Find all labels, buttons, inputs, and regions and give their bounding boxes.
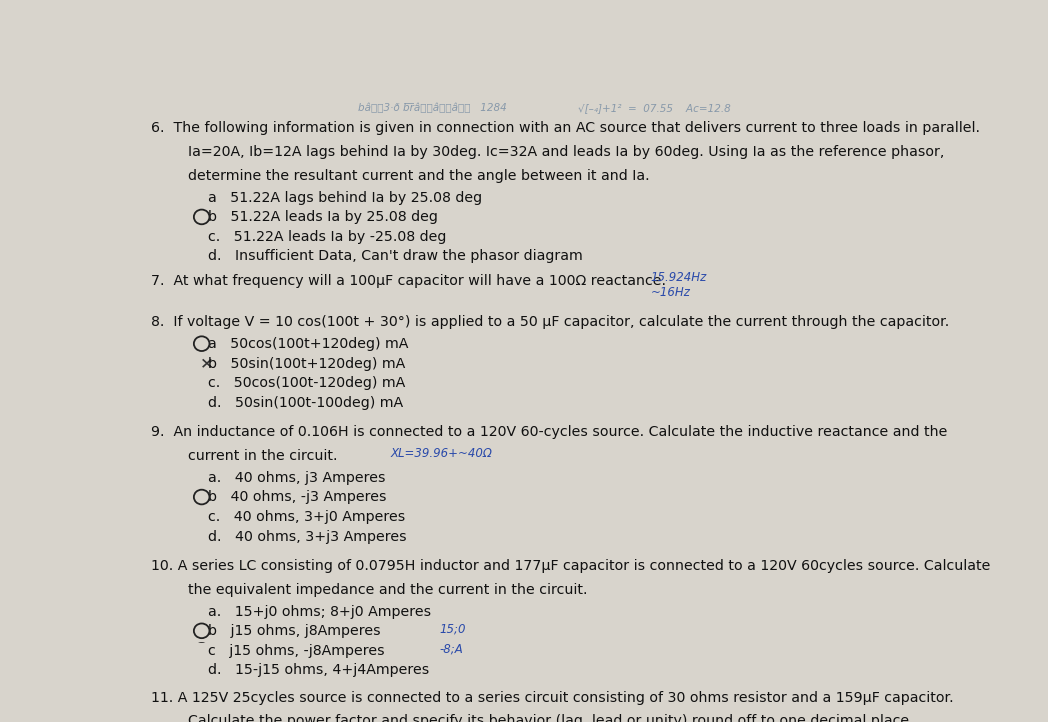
Text: Calculate the power factor and specify its behavior (lag, lead or unity) round o: Calculate the power factor and specify i… (188, 714, 909, 722)
Text: Ia=20A, Ib=12A lags behind Ia by 30deg. Ic=32A and leads Ia by 60deg. Using Ia a: Ia=20A, Ib=12A lags behind Ia by 30deg. … (188, 145, 944, 160)
Text: d.   Insufficient Data, Can't draw the phasor diagram: d. Insufficient Data, Can't draw the pha… (209, 249, 583, 264)
Text: b   51.22A leads Ia by 25.08 deg: b 51.22A leads Ia by 25.08 deg (209, 210, 438, 225)
Text: a.   40 ohms, j3 Amperes: a. 40 ohms, j3 Amperes (209, 471, 386, 484)
Text: a   50cos(100t+120deg) mA: a 50cos(100t+120deg) mA (209, 337, 409, 351)
Text: 8.  If voltage V = 10 cos(100t + 30°) is applied to a 50 μF capacitor, calculate: 8. If voltage V = 10 cos(100t + 30°) is … (151, 315, 949, 329)
Text: d.   15-j15 ohms, 4+j4Amperes: d. 15-j15 ohms, 4+j4Amperes (209, 664, 430, 677)
Text: 11. A 125V 25cycles source is connected to a series circuit consisting of 30 ohm: 11. A 125V 25cycles source is connected … (151, 691, 954, 705)
Text: b   j15 ohms, j8Amperes: b j15 ohms, j8Amperes (209, 624, 380, 638)
Text: c.   51.22A leads Ia by -25.08 deg: c. 51.22A leads Ia by -25.08 deg (209, 230, 446, 244)
Text: c   j15 ohms, -j8Amperes: c j15 ohms, -j8Amperes (209, 644, 385, 658)
Text: c.   50cos(100t-120deg) mA: c. 50cos(100t-120deg) mA (209, 376, 406, 390)
Text: XL=39.96+~40Ω: XL=39.96+~40Ω (391, 447, 493, 460)
Text: a.   15+j0 ohms; 8+j0 Amperes: a. 15+j0 ohms; 8+j0 Amperes (209, 604, 432, 619)
Text: d.   40 ohms, 3+j3 Amperes: d. 40 ohms, 3+j3 Amperes (209, 529, 407, 544)
Text: d.   50sin(100t-100deg) mA: d. 50sin(100t-100deg) mA (209, 396, 403, 409)
Text: a   51.22A lags behind Ia by 25.08 deg: a 51.22A lags behind Ia by 25.08 deg (209, 191, 482, 205)
Text: -8;A: -8;A (440, 642, 463, 655)
Text: b   40 ohms, -j3 Amperes: b 40 ohms, -j3 Amperes (209, 490, 387, 505)
Text: bâ3·ð b̅r̅âââ   1284: bâ3·ð b̅r̅âââ 1284 (358, 103, 507, 113)
Text: 10. A series LC consisting of 0.0795H inductor and 177μF capacitor is connected : 10. A series LC consisting of 0.0795H in… (151, 560, 990, 573)
Text: 15.924Hz
~16Hz: 15.924Hz ~16Hz (651, 271, 707, 299)
Text: 15;0: 15;0 (440, 622, 466, 635)
Text: determine the resultant current and the angle between it and Ia.: determine the resultant current and the … (188, 169, 650, 183)
Text: 6.  The following information is given in connection with an AC source that deli: 6. The following information is given in… (151, 121, 980, 135)
Text: current in the circuit.: current in the circuit. (188, 449, 337, 463)
Text: the equivalent impedance and the current in the circuit.: the equivalent impedance and the current… (188, 583, 587, 596)
Text: 9.  An inductance of 0.106H is connected to a 120V 60-cycles source. Calculate t: 9. An inductance of 0.106H is connected … (151, 425, 947, 440)
Text: b   50sin(100t+120deg) mA: b 50sin(100t+120deg) mA (209, 357, 406, 370)
Text: 7.  At what frequency will a 100μF capacitor will have a 100Ω reactance.: 7. At what frequency will a 100μF capaci… (151, 274, 667, 288)
Text: c.   40 ohms, 3+j0 Amperes: c. 40 ohms, 3+j0 Amperes (209, 510, 406, 524)
Text: √[–₄]+1²  =  07.55    Ac=12.8: √[–₄]+1² = 07.55 Ac=12.8 (577, 103, 730, 113)
